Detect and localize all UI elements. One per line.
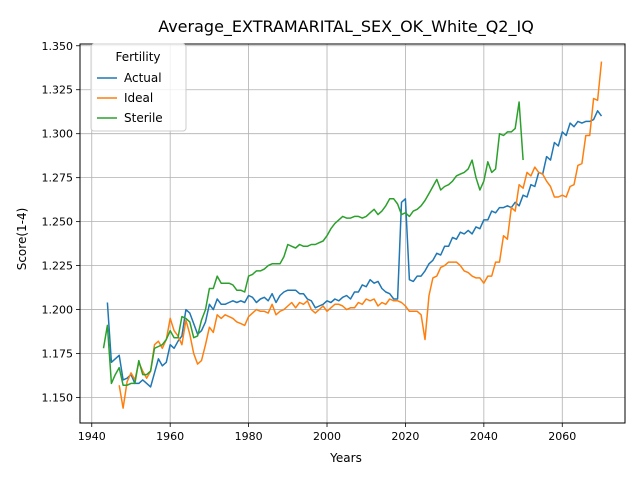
x-tick-label: 1940 <box>78 430 106 443</box>
legend-label-actual: Actual <box>124 71 162 85</box>
y-axis-label: Score(1-4) <box>15 208 29 271</box>
x-tick-label: 2000 <box>313 430 341 443</box>
y-tick-label: 1.150 <box>42 391 74 404</box>
y-axis: 1.150 1.175 1.200 1.225 1.250 1.275 1.300 1.325… <box>42 40 80 404</box>
series-line-sterile <box>102 101 524 386</box>
series-line-actual <box>106 110 603 388</box>
series-line-ideal <box>118 61 603 409</box>
legend-title: Fertility <box>115 50 160 64</box>
legend: Fertility Actual Ideal Sterile <box>90 43 187 132</box>
chart-title: Average_EXTRAMARITAL_SEX_OK_White_Q2_IQ <box>158 17 534 37</box>
plot-frame <box>79 43 626 424</box>
x-tick-label: 2060 <box>548 430 576 443</box>
y-tick-label: 1.250 <box>42 216 74 229</box>
y-tick-label: 1.200 <box>42 304 74 317</box>
x-tick-label: 1980 <box>235 430 263 443</box>
legend-box <box>90 43 187 132</box>
y-tick-label: 1.350 <box>42 40 74 53</box>
x-tick-label: 2040 <box>470 430 498 443</box>
x-tick-label: 2020 <box>391 430 419 443</box>
legend-label-sterile: Sterile <box>124 111 163 125</box>
y-tick-label: 1.225 <box>42 260 74 273</box>
y-tick-label: 1.275 <box>42 172 74 185</box>
legend-items: Actual Ideal Sterile <box>97 71 163 125</box>
y-tick-label: 1.175 <box>42 348 74 361</box>
series-layer <box>102 61 603 409</box>
y-tick-label: 1.325 <box>42 84 74 97</box>
x-axis-label: Years <box>329 451 362 465</box>
x-tick-label: 1960 <box>156 430 184 443</box>
x-axis: 1940 1960 1980 2000 2020 2040 2060 <box>78 423 576 443</box>
grid <box>80 44 625 423</box>
legend-label-ideal: Ideal <box>124 91 153 105</box>
y-tick-label: 1.300 <box>42 128 74 141</box>
